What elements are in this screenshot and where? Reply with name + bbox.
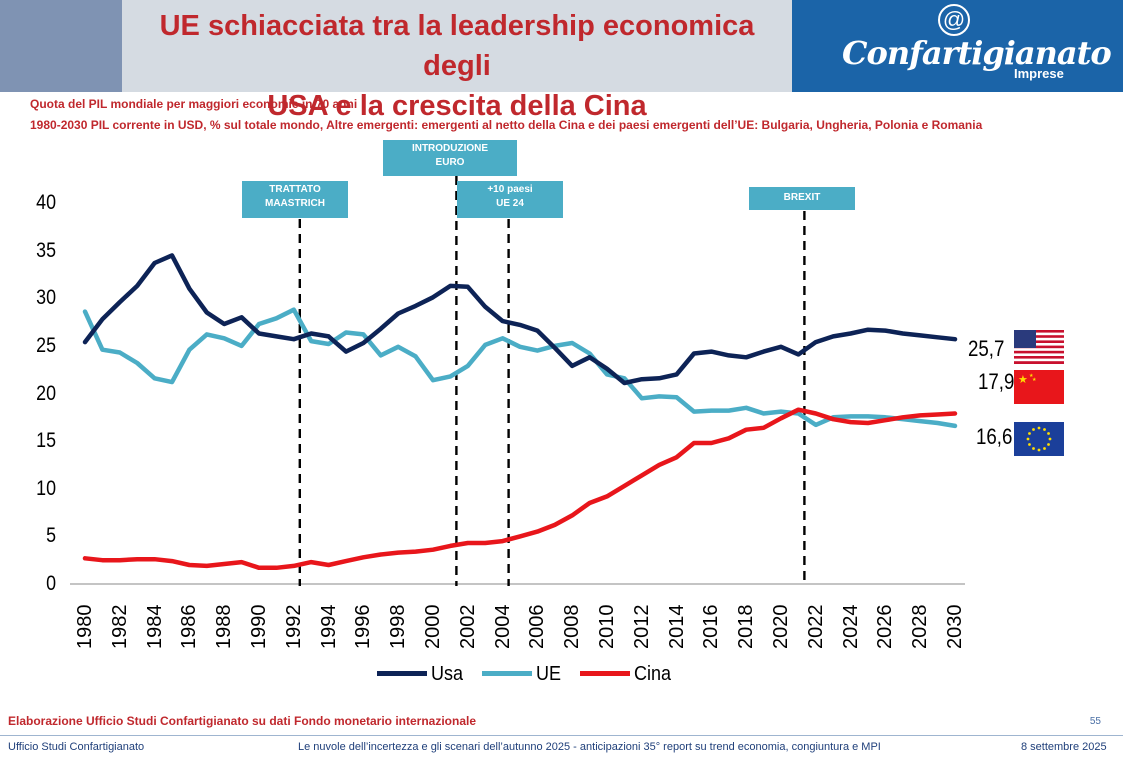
event-box-euro: INTRODUZIONE EURO: [383, 140, 517, 176]
event-brexit-label: BREXIT: [783, 192, 821, 203]
eu-flag-star: [1028, 443, 1031, 446]
logo-subtitle: Imprese: [1014, 66, 1064, 81]
x-tick-label: 1988: [213, 604, 236, 650]
legend-label-usa: Usa: [431, 663, 464, 685]
eu-flag-star: [1043, 447, 1046, 450]
x-tick-label: 2002: [456, 604, 479, 650]
eu-flag-star: [1032, 447, 1035, 450]
footer-left: Ufficio Studi Confartigianato: [8, 741, 145, 753]
y-tick-label: 40: [36, 191, 56, 214]
event-maastricht-line1: TRATTATO: [269, 184, 321, 195]
logo-at-icon: @: [938, 4, 970, 36]
eu-flag-star: [1028, 432, 1031, 435]
footer-center: Le nuvole dell’incertezza e gli scenari …: [298, 741, 881, 753]
x-tick-label: 2008: [561, 604, 584, 650]
legend-swatch-ue: [482, 671, 532, 676]
series-line-cina: [82, 407, 958, 571]
svg-text:★: ★: [1029, 373, 1034, 379]
x-tick-label: 2024: [839, 604, 862, 650]
x-tick-label: 2026: [874, 604, 897, 650]
x-tick-label: 2012: [630, 604, 653, 650]
header-left-panel: [0, 0, 122, 92]
eu-flag-star: [1037, 426, 1041, 430]
event-euro-line1: INTRODUZIONE: [411, 143, 489, 154]
x-tick-label: 2030: [944, 604, 966, 650]
event-box-brexit: BREXIT: [749, 187, 855, 210]
x-tick-label: 2016: [700, 604, 723, 650]
series-line-ue: [82, 307, 958, 429]
footer-divider: [0, 735, 1123, 736]
y-tick-label: 20: [36, 381, 56, 405]
end-label-usa: 25,7: [968, 336, 1005, 361]
header-title-panel: [122, 0, 792, 92]
eu-flag-icon: [1014, 422, 1064, 456]
end-label-ue: 16,6: [976, 424, 1013, 449]
event-box-enlargement: +10 paesi UE 24: [457, 181, 563, 218]
event-maastricht-line2: MAASTRICH: [265, 198, 325, 209]
end-label-cina: 17,9: [978, 369, 1015, 394]
legend-label-cina: Cina: [634, 663, 672, 685]
usa-flag-icon: [1014, 330, 1064, 364]
eu-flag-star: [1026, 437, 1030, 441]
x-tick-label: 2014: [665, 604, 688, 650]
y-tick-label: 35: [36, 238, 56, 262]
chart-series: [82, 253, 958, 571]
y-tick-label: 10: [36, 476, 56, 500]
logo-wordmark: Confartigianato: [842, 34, 1112, 72]
slide-title: UE schiacciata tra la leadership economi…: [122, 6, 792, 126]
event-enlargement-line2: UE 24: [496, 198, 524, 209]
y-tick-label: 0: [46, 572, 56, 595]
eu-flag-star: [1032, 428, 1035, 431]
event-markers: [298, 176, 806, 586]
x-tick-label: 2018: [735, 604, 758, 650]
legend-swatch-cina: [580, 671, 630, 676]
x-tick-label: 1998: [387, 604, 410, 650]
source-note: Elaborazione Ufficio Studi Confartigiana…: [8, 714, 477, 728]
x-tick-label: 2020: [770, 604, 792, 650]
legend-label-ue: UE: [536, 663, 562, 685]
china-flag-icon: ★ ★ ★: [1014, 370, 1064, 404]
x-tick-label: 1992: [282, 604, 305, 650]
x-tick-label: 1990: [248, 604, 270, 650]
chart-description: 1980-2030 PIL corrente in USD, % sul tot…: [30, 118, 983, 132]
x-tick-label: 1994: [317, 604, 340, 650]
y-tick-label: 15: [36, 429, 56, 453]
event-enlargement-line1: +10 paesi: [487, 184, 533, 195]
chart-subtitle: Quota del PIL mondiale per maggiori econ…: [30, 97, 358, 111]
x-tick-label: 1996: [352, 604, 375, 650]
x-tick-label: 1980: [74, 604, 96, 650]
x-tick-label: 2028: [909, 604, 932, 650]
legend-swatch-usa: [377, 671, 427, 676]
x-tick-label: 2004: [491, 604, 514, 650]
eu-flag-star: [1047, 443, 1050, 446]
svg-text:★: ★: [1018, 373, 1028, 386]
event-euro-line2: EURO: [435, 157, 465, 168]
y-tick-label: 30: [36, 286, 56, 310]
event-box-maastricht: TRATTATO MAASTRICH: [242, 181, 348, 218]
x-tick-label: 2000: [422, 604, 444, 650]
y-tick-label: 5: [46, 524, 56, 548]
x-tick-label: 1986: [178, 604, 201, 650]
x-tick-label: 1984: [143, 604, 166, 650]
svg-text:★: ★: [1032, 377, 1037, 383]
x-tick-label: 1982: [108, 604, 131, 650]
slide-title-line1: UE schiacciata tra la leadership economi…: [159, 10, 755, 82]
x-tick-label: 2022: [804, 604, 827, 650]
slide-title-line2: USA e la crescita della Cina: [267, 90, 647, 122]
eu-flag-star: [1043, 428, 1046, 431]
series-line-usa: [82, 253, 958, 386]
footer-right: 8 settembre 2025: [1021, 741, 1107, 753]
x-tick-label: 2010: [596, 604, 618, 650]
x-tick-label: 2006: [526, 604, 549, 650]
eu-flag-star: [1047, 432, 1050, 435]
page-number: 55: [1089, 716, 1101, 727]
eu-flag-star: [1048, 437, 1052, 441]
eu-flag-star: [1037, 448, 1041, 452]
y-tick-label: 25: [36, 333, 56, 357]
